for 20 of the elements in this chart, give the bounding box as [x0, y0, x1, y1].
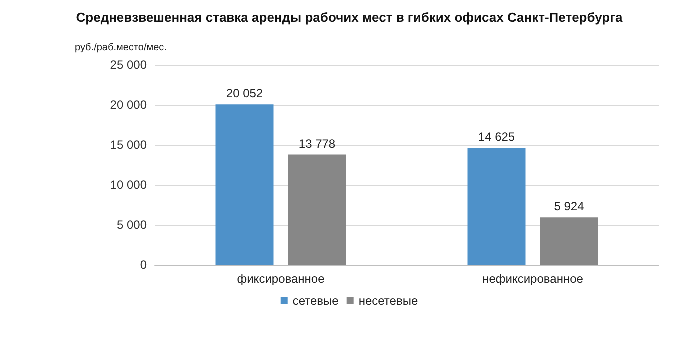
bar — [468, 148, 526, 265]
y-tick-label: 0 — [140, 258, 148, 272]
data-label: 14 625 — [478, 130, 516, 144]
y-tick-label: 20 000 — [110, 98, 148, 112]
data-label: 5 924 — [554, 200, 585, 214]
x-tick-label: фиксированное — [237, 272, 326, 286]
y-tick-label: 25 000 — [110, 58, 148, 72]
y-tick-label: 10 000 — [110, 178, 148, 192]
chart-title: Средневзвешенная ставка аренды рабочих мест в гибких офисах Санкт-Петербурга — [76, 10, 624, 25]
bar — [540, 218, 598, 265]
data-label: 20 052 — [226, 86, 264, 101]
bar — [288, 154, 346, 265]
y-tick-label: 5 000 — [116, 218, 148, 232]
bar — [216, 104, 274, 265]
x-tick-label: нефиксированное — [482, 272, 584, 286]
legend-label: сетевые — [292, 294, 340, 308]
legend-label: несетевые — [358, 294, 418, 308]
data-label: 13 778 — [298, 136, 336, 151]
y-tick-label: 15 000 — [110, 138, 148, 152]
y-axis-title: руб./раб.место/мес. — [75, 42, 167, 54]
